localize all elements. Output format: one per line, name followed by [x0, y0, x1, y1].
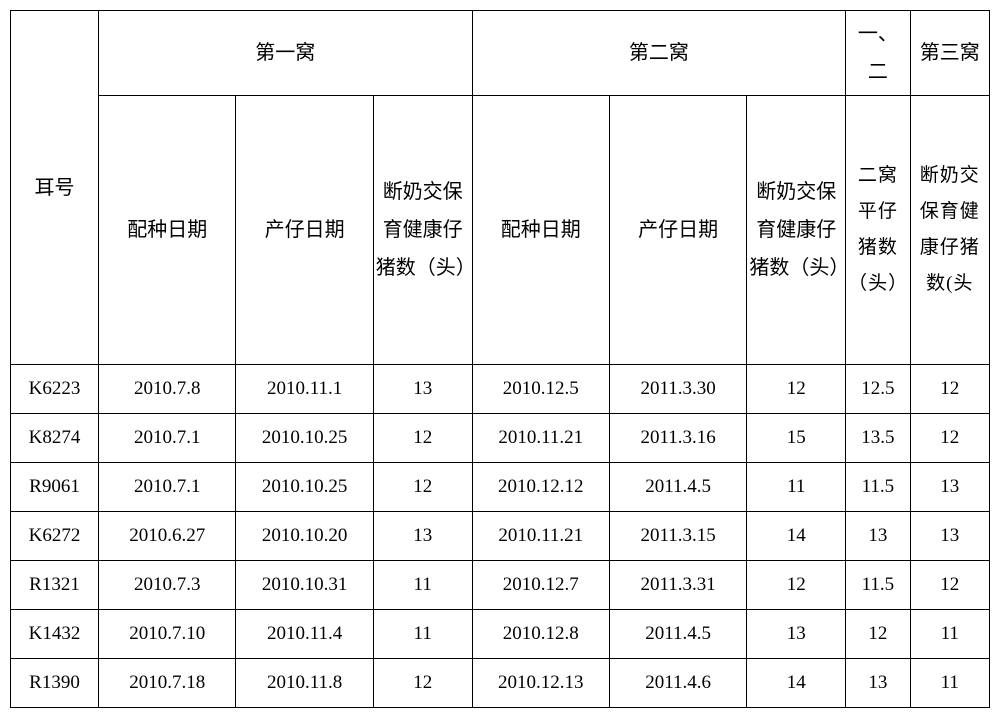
- header-third-top: 第三窝: [910, 11, 989, 96]
- cell-weaned1: 13: [373, 512, 472, 561]
- header-avg-top: 一、二: [846, 11, 910, 96]
- cell-weaned1: 12: [373, 659, 472, 708]
- cell-avg: 13.5: [846, 414, 910, 463]
- cell-weaned3: 11: [910, 610, 989, 659]
- header-third-weaned: 断奶交保育健康仔猪数(头: [910, 96, 989, 365]
- cell-weaned3: 11: [910, 659, 989, 708]
- cell-ear: R1390: [11, 659, 99, 708]
- cell-weaned1: 11: [373, 610, 472, 659]
- cell-avg: 13: [846, 659, 910, 708]
- cell-weaned2: 15: [747, 414, 846, 463]
- cell-weaned1: 11: [373, 561, 472, 610]
- cell-ear: R1321: [11, 561, 99, 610]
- header-ear: 耳号: [11, 11, 99, 365]
- cell-weaned2: 14: [747, 659, 846, 708]
- cell-avg: 12.5: [846, 365, 910, 414]
- cell-avg: 12: [846, 610, 910, 659]
- cell-farrow1: 2010.11.8: [236, 659, 373, 708]
- cell-breed1: 2010.7.10: [99, 610, 236, 659]
- header-weaned-2: 断奶交保育健康仔猪数（头）: [747, 96, 846, 365]
- cell-farrow2: 2011.4.5: [609, 463, 746, 512]
- cell-weaned2: 12: [747, 365, 846, 414]
- cell-breed2: 2010.12.7: [472, 561, 609, 610]
- cell-weaned1: 12: [373, 463, 472, 512]
- cell-breed1: 2010.7.18: [99, 659, 236, 708]
- header-breed-date-1: 配种日期: [99, 96, 236, 365]
- cell-ear: K6223: [11, 365, 99, 414]
- cell-farrow2: 2011.3.31: [609, 561, 746, 610]
- cell-avg: 13: [846, 512, 910, 561]
- table-row: K62232010.7.82010.11.1132010.12.52011.3.…: [11, 365, 990, 414]
- cell-farrow2: 2011.4.5: [609, 610, 746, 659]
- cell-farrow1: 2010.10.31: [236, 561, 373, 610]
- table-body: K62232010.7.82010.11.1132010.12.52011.3.…: [11, 365, 990, 708]
- cell-farrow2: 2011.3.15: [609, 512, 746, 561]
- cell-weaned1: 13: [373, 365, 472, 414]
- cell-breed1: 2010.7.1: [99, 463, 236, 512]
- table-row: K82742010.7.12010.10.25122010.11.212011.…: [11, 414, 990, 463]
- cell-weaned2: 14: [747, 512, 846, 561]
- header-litter2: 第二窝: [472, 11, 846, 96]
- cell-breed2: 2010.12.12: [472, 463, 609, 512]
- cell-weaned3: 12: [910, 414, 989, 463]
- cell-breed1: 2010.6.27: [99, 512, 236, 561]
- header-litter1: 第一窝: [99, 11, 473, 96]
- cell-weaned2: 13: [747, 610, 846, 659]
- header-farrow-date-2: 产仔日期: [609, 96, 746, 365]
- cell-farrow2: 2011.3.16: [609, 414, 746, 463]
- cell-weaned3: 12: [910, 561, 989, 610]
- table-row: K62722010.6.272010.10.20132010.11.212011…: [11, 512, 990, 561]
- cell-ear: K8274: [11, 414, 99, 463]
- header-breed-date-2: 配种日期: [472, 96, 609, 365]
- cell-ear: K6272: [11, 512, 99, 561]
- cell-breed1: 2010.7.3: [99, 561, 236, 610]
- cell-weaned3: 12: [910, 365, 989, 414]
- litter-data-table: 耳号 第一窝 第二窝 一、二 第三窝 配种日期 产仔日期 断奶交保育健康仔猪数（…: [10, 10, 990, 708]
- cell-weaned2: 12: [747, 561, 846, 610]
- cell-breed2: 2010.12.8: [472, 610, 609, 659]
- table-row: K14322010.7.102010.11.4112010.12.82011.4…: [11, 610, 990, 659]
- cell-breed2: 2010.12.13: [472, 659, 609, 708]
- table-row: R90612010.7.12010.10.25122010.12.122011.…: [11, 463, 990, 512]
- header-avg: 二窝平仔猪数（头）: [846, 96, 910, 365]
- table-header: 耳号 第一窝 第二窝 一、二 第三窝 配种日期 产仔日期 断奶交保育健康仔猪数（…: [11, 11, 990, 365]
- header-farrow-date-1: 产仔日期: [236, 96, 373, 365]
- cell-farrow1: 2010.10.20: [236, 512, 373, 561]
- cell-ear: K1432: [11, 610, 99, 659]
- cell-farrow2: 2011.3.30: [609, 365, 746, 414]
- cell-farrow1: 2010.11.1: [236, 365, 373, 414]
- table-row: R13902010.7.182010.11.8122010.12.132011.…: [11, 659, 990, 708]
- cell-breed1: 2010.7.1: [99, 414, 236, 463]
- cell-breed2: 2010.11.21: [472, 414, 609, 463]
- cell-farrow2: 2011.4.6: [609, 659, 746, 708]
- cell-weaned3: 13: [910, 512, 989, 561]
- cell-avg: 11.5: [846, 463, 910, 512]
- cell-breed2: 2010.11.21: [472, 512, 609, 561]
- cell-breed2: 2010.12.5: [472, 365, 609, 414]
- cell-breed1: 2010.7.8: [99, 365, 236, 414]
- cell-farrow1: 2010.10.25: [236, 414, 373, 463]
- table-row: R13212010.7.32010.10.31112010.12.72011.3…: [11, 561, 990, 610]
- cell-farrow1: 2010.10.25: [236, 463, 373, 512]
- cell-farrow1: 2010.11.4: [236, 610, 373, 659]
- cell-ear: R9061: [11, 463, 99, 512]
- header-weaned-1: 断奶交保育健康仔猪数（头）: [373, 96, 472, 365]
- cell-weaned1: 12: [373, 414, 472, 463]
- cell-weaned3: 13: [910, 463, 989, 512]
- cell-weaned2: 11: [747, 463, 846, 512]
- cell-avg: 11.5: [846, 561, 910, 610]
